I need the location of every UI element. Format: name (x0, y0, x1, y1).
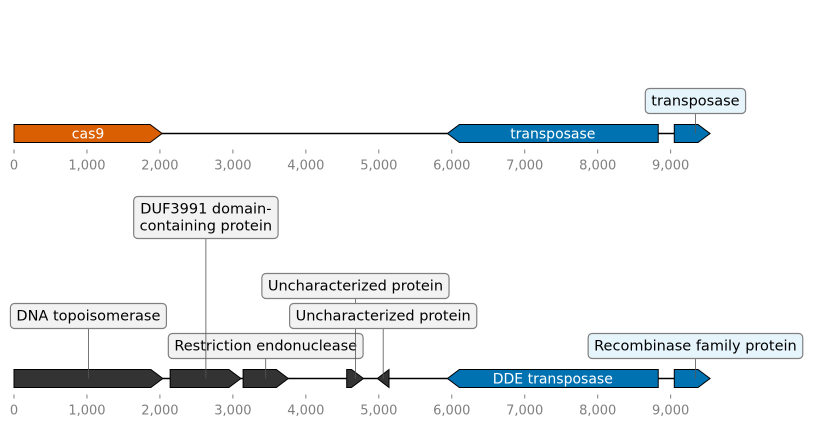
callout: Restriction endonuclease (167, 332, 364, 379)
callout-label-line: transposase (651, 94, 739, 110)
tick-label: 4,000 (287, 159, 324, 174)
tick-label: 2,000 (141, 159, 178, 174)
callout-label-line: Uncharacterized protein (296, 309, 471, 325)
tick-label: 8,000 (579, 159, 616, 174)
tick-label: 3,000 (214, 159, 251, 174)
callout-label-line: Uncharacterized protein (268, 279, 443, 295)
callout-label-line: Recombinase family protein (594, 339, 797, 355)
gene-label-transposase-1: transposase (510, 127, 595, 143)
callout: Recombinase family protein (587, 332, 804, 379)
callout-box (133, 195, 279, 240)
tick-label: 1,000 (68, 404, 105, 419)
tick-label: 6,000 (433, 404, 470, 419)
tick-label: 7,000 (506, 159, 543, 174)
tick-label: 6,000 (433, 159, 470, 174)
callout-label: Uncharacterized protein (268, 279, 443, 295)
tick-label: 7,000 (506, 404, 543, 419)
callout-label: Recombinase family protein (594, 339, 797, 355)
gene-arrow-dde-transposase (446, 369, 659, 388)
gene-arrow-transposase-1 (446, 124, 659, 143)
callout-box (261, 272, 450, 300)
callout-label: DUF3991 domain-containing protein (140, 202, 272, 235)
tick-label: 0 (10, 404, 18, 419)
tick-label: 8,000 (579, 404, 616, 419)
callout-box (167, 332, 364, 360)
tick-label: 5,000 (360, 159, 397, 174)
tick-label: 9,000 (652, 159, 689, 174)
tick-label: 4,000 (287, 404, 324, 419)
tick-label: 9,000 (652, 404, 689, 419)
axis: 0 1,000 2,000 3,000 4,000 5,000 6,000 7,000 8,00… (10, 149, 689, 174)
gene-arrow-cas9 (13, 124, 163, 143)
gene-label-cas9: cas9 (72, 127, 104, 143)
track-top-locus: 0 1,000 2,000 3,000 4,000 5,000 6,000 7,000 8,00… (10, 87, 747, 174)
callout-label: DNA topoisomerase (16, 309, 160, 325)
gene-label-dde-transposase: DDE transposase (493, 372, 613, 388)
callout-box (9, 302, 168, 330)
tick-label: 3,000 (214, 404, 251, 419)
tracks: 0 1,000 2,000 3,000 4,000 5,000 6,000 7,000 8,00… (9, 87, 804, 419)
gene-arrow-transposase-2 (673, 124, 711, 143)
tick-label: 2,000 (141, 404, 178, 419)
callout: Uncharacterized protein (261, 272, 450, 379)
callout-label-line: containing protein (140, 219, 272, 235)
callout-label: transposase (651, 94, 739, 110)
tick-label: 1,000 (68, 159, 105, 174)
axis: 0 1,000 2,000 3,000 4,000 5,000 6,000 7,000 8,00… (10, 394, 689, 419)
tick-label: 0 (10, 159, 18, 174)
callout-label: Uncharacterized protein (296, 309, 471, 325)
callout-box (289, 302, 478, 330)
callout: transposase (644, 87, 747, 134)
callout-label-line: DNA topoisomerase (16, 309, 160, 325)
callout: Uncharacterized protein (289, 302, 478, 379)
gene-arrow-recombinase (673, 369, 711, 388)
callout: DNA topoisomerase (9, 302, 168, 379)
track-bottom-locus: 0 1,000 2,000 3,000 4,000 5,000 6,000 7,000 8,00… (9, 195, 804, 419)
callout-box (644, 87, 747, 115)
callout-label-line: Restriction endonuclease (174, 339, 357, 355)
tick-label: 5,000 (360, 404, 397, 419)
callout: DUF3991 domain-containing protein (133, 195, 279, 379)
callout-label-line: DUF3991 domain- (140, 202, 271, 218)
callout-box (587, 332, 804, 360)
callout-label: Restriction endonuclease (174, 339, 357, 355)
